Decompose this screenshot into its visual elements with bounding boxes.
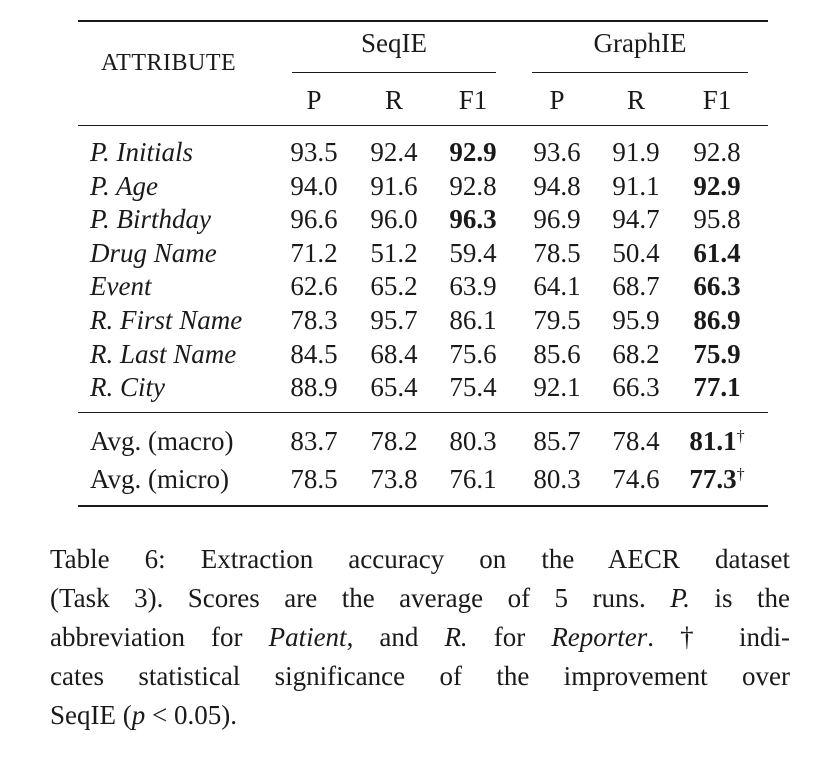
table-cell: 96.9 — [533, 204, 581, 234]
significance-dagger: † — [736, 466, 745, 483]
row-attribute: P. Age — [90, 171, 159, 201]
row-attribute: R. City — [90, 372, 165, 402]
table-cell: 92.8 — [693, 137, 741, 167]
table-cell: 66.3 — [612, 372, 660, 402]
table-cell: 86.9 — [693, 305, 741, 335]
table-cell: 78.4 — [612, 426, 660, 456]
table-cell: 75.6 — [449, 339, 497, 369]
table-cell: 81.1† — [689, 426, 745, 456]
table-cell: 80.3 — [533, 464, 581, 494]
table-cell: 92.9 — [449, 137, 497, 167]
row-attribute: Drug Name — [90, 238, 217, 268]
average-label: Avg. (macro) — [90, 426, 234, 456]
seqie-group-rule — [292, 72, 496, 73]
average-rule — [78, 412, 768, 413]
table-cell: 64.1 — [533, 271, 581, 301]
bottom-rule — [78, 505, 768, 507]
table-cell: 75.4 — [449, 372, 497, 402]
table-cell: 91.1 — [612, 171, 660, 201]
table-cell: 77.3† — [689, 464, 745, 494]
row-attribute: R. First Name — [90, 305, 243, 335]
attribute-header-label: ATTRIBUTE — [101, 50, 237, 76]
table-cell: 71.2 — [290, 238, 338, 268]
table-cell: 78.5 — [533, 238, 581, 268]
table-cell: 86.1 — [449, 305, 497, 335]
row-attribute: P. Initials — [90, 137, 194, 167]
caption-line: Table 6: Extraction accuracy on the AECR… — [50, 544, 790, 574]
table-cell: 68.4 — [370, 339, 418, 369]
row-attribute: R. Last Name — [90, 339, 237, 369]
significance-dagger: † — [736, 428, 745, 445]
header-rule — [78, 125, 768, 126]
table-cell: 95.8 — [693, 204, 741, 234]
caption-line: abbreviation for Patient, and R. for Rep… — [50, 622, 790, 652]
table-cell: 96.0 — [370, 204, 418, 234]
table-cell: 78.5 — [290, 464, 338, 494]
table-cell: 85.7 — [533, 426, 581, 456]
table-cell: 84.5 — [290, 339, 338, 369]
column-header-graphie-f1: F1 — [702, 85, 732, 115]
table-cell: 83.7 — [290, 426, 338, 456]
table-cell: 73.8 — [370, 464, 418, 494]
table-cell: 93.5 — [290, 137, 338, 167]
table-cell: 66.3 — [693, 271, 741, 301]
table-cell: 92.1 — [533, 372, 581, 402]
table-cell: 92.9 — [693, 171, 741, 201]
table-cell: 61.4 — [693, 238, 741, 268]
table-cell: 50.4 — [612, 238, 660, 268]
table-cell: 78.2 — [370, 426, 418, 456]
attribute-header: ATTRIBUTE — [101, 50, 236, 77]
table-cell: 80.3 — [449, 426, 497, 456]
table-cell: 92.4 — [370, 137, 418, 167]
table-cell: 95.7 — [370, 305, 418, 335]
table-cell: 78.3 — [290, 305, 338, 335]
table-cell: 65.2 — [370, 271, 418, 301]
table-cell: 94.8 — [533, 171, 581, 201]
table-cell: 96.3 — [449, 204, 497, 234]
table-cell: 85.6 — [533, 339, 581, 369]
table-cell: 93.6 — [533, 137, 581, 167]
average-label: Avg. (micro) — [90, 464, 229, 494]
table-cell: 59.4 — [449, 238, 497, 268]
column-header-seqie-p: P — [306, 85, 322, 115]
table-cell: 68.7 — [612, 271, 660, 301]
table-cell: 91.9 — [612, 137, 660, 167]
table-caption: Table 6: Extraction accuracy on the AECR… — [50, 540, 790, 735]
table-cell: 68.2 — [612, 339, 660, 369]
table-cell: 96.6 — [290, 204, 338, 234]
table-cell: 65.4 — [370, 372, 418, 402]
graphie-group-rule — [532, 72, 748, 73]
table-cell: 51.2 — [370, 238, 418, 268]
table-cell: 77.1 — [693, 372, 741, 402]
group-header-graphie: GraphIE — [593, 28, 687, 58]
row-attribute: P. Birthday — [90, 204, 211, 234]
caption-line: SeqIE (p < 0.05). — [50, 700, 237, 730]
column-header-graphie-r: R — [626, 85, 645, 115]
row-attribute: Event — [90, 271, 152, 301]
table-cell: 92.8 — [449, 171, 497, 201]
table-cell: 94.7 — [612, 204, 660, 234]
table-cell: 74.6 — [612, 464, 660, 494]
column-header-graphie-p: P — [549, 85, 565, 115]
table-cell: 76.1 — [449, 464, 497, 494]
table-cell: 75.9 — [693, 339, 741, 369]
table-cell: 95.9 — [612, 305, 660, 335]
table-cell: 79.5 — [533, 305, 581, 335]
table-cell: 63.9 — [449, 271, 497, 301]
table-cell: 62.6 — [290, 271, 338, 301]
table-cell: 88.9 — [290, 372, 338, 402]
table-cell: 94.0 — [290, 171, 338, 201]
group-header-seqie: SeqIE — [361, 28, 427, 58]
top-rule — [78, 20, 768, 22]
caption-line: (Task 3). Scores are the average of 5 ru… — [50, 583, 790, 613]
table-cell: 91.6 — [370, 171, 418, 201]
column-header-seqie-r: R — [384, 85, 403, 115]
caption-line: cates statistical significance of the im… — [50, 661, 790, 691]
column-header-seqie-f1: F1 — [458, 85, 488, 115]
